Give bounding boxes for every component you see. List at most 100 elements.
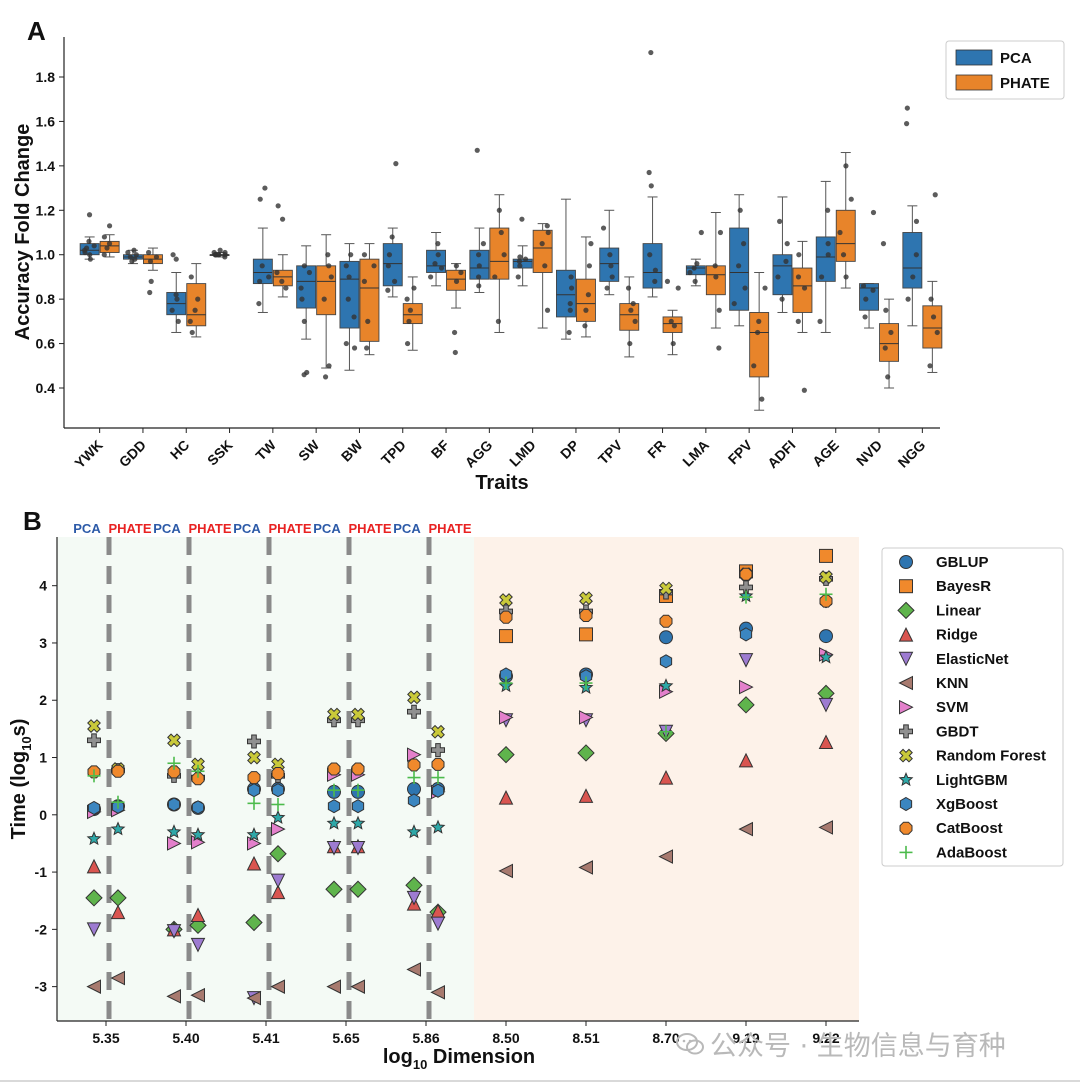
full-9.22-ridge-marker [818, 734, 834, 750]
data-point [913, 218, 920, 224]
data-point [801, 285, 808, 291]
data-point [279, 278, 285, 284]
box-pca-gdd [122, 247, 143, 265]
data-point [664, 278, 671, 284]
data-point [91, 243, 97, 249]
box-phate-age [835, 152, 856, 289]
box-phate-fr [662, 278, 683, 356]
data-point [343, 263, 349, 269]
box-body [186, 283, 207, 327]
data-point [195, 296, 201, 302]
full-9.19-elasticnet-marker [738, 653, 754, 668]
data-point [883, 307, 889, 313]
pca-5.41-random-forest-marker [247, 750, 261, 765]
box-body [576, 278, 596, 322]
legend-adaboost-label: AdaBoost [936, 844, 1007, 861]
data-point [328, 274, 334, 280]
box-body [879, 323, 899, 362]
data-point [586, 263, 592, 269]
data-point [299, 296, 305, 302]
data-point [630, 300, 636, 307]
data-point [365, 318, 371, 324]
full-8.51-catboost-marker [579, 608, 593, 622]
panel-a-y-axis-title: Accuracy Fold Change [12, 124, 34, 341]
phate-5.35-knn-marker [110, 970, 125, 986]
pca-5.40-random-forest-marker [167, 733, 181, 748]
legend-knn-marker [898, 675, 913, 691]
data-point [262, 185, 268, 191]
data-point [259, 263, 265, 269]
pca-5.40-svm-marker [167, 836, 182, 851]
data-point [393, 161, 399, 167]
phate-5.41-catboost-marker [271, 767, 285, 781]
data-point [648, 183, 654, 189]
y-tick-label: 0.8 [36, 291, 56, 307]
box-pca-lmd [512, 216, 533, 287]
data-point [751, 363, 757, 369]
data-point [632, 318, 638, 324]
box-phate-ywk [99, 223, 120, 258]
panel-b: B PCA PHATE PCA PHATE PCA PHATE PCA PHATE PCA PHA… [8, 506, 1064, 1072]
reduced-dimension-region [57, 537, 474, 1021]
x-tick-label: FPV [725, 436, 756, 467]
data-point [474, 147, 480, 153]
y-tick-label: -3 [35, 979, 48, 995]
watermark: 公众号 · 生物信息与育种 [676, 1024, 1006, 1063]
data-point [741, 241, 747, 247]
box-body [316, 265, 337, 316]
box-pca-fr [642, 49, 663, 298]
full-8.50-linear-marker [497, 745, 515, 764]
data-point [189, 329, 195, 336]
box-body [619, 303, 640, 331]
y-tick-label: 4 [39, 578, 47, 594]
full-8.51-knn-marker [578, 860, 593, 875]
data-point [371, 263, 377, 269]
pca-5.86-random-forest-marker [407, 690, 421, 705]
legend-linear-marker [897, 601, 915, 620]
full-9.22-gblup-marker [819, 629, 833, 644]
box-body [772, 254, 793, 296]
box-pca-lma [685, 229, 706, 287]
data-point [648, 49, 654, 56]
panel-a-x-axis-title: Traits [475, 472, 528, 494]
x-tick-label: ADFI [764, 437, 798, 471]
data-point [133, 252, 139, 258]
data-point [604, 285, 610, 291]
data-point [274, 269, 280, 276]
full-8.50-svm-marker [499, 710, 514, 725]
data-point [860, 283, 867, 289]
box-phate-tpv [619, 276, 640, 358]
full-9.19-svm-marker [739, 679, 754, 695]
pca-5.40-xgboost-marker [167, 797, 181, 812]
data-point [600, 225, 607, 231]
box-body [902, 232, 923, 289]
full-8.70-random-forest-marker [659, 581, 673, 596]
data-point [132, 256, 138, 262]
data-point [668, 318, 674, 324]
data-point [453, 263, 459, 269]
y-tick-label: 3 [39, 635, 47, 651]
footer-divider [0, 1080, 1080, 1082]
y-tick-label: 0.6 [36, 336, 56, 352]
legend-xgboost-marker [899, 796, 913, 812]
data-point [458, 269, 464, 276]
y-tick-label: 1.4 [36, 158, 56, 174]
data-point [754, 329, 761, 336]
phate-5.40-knn-marker [190, 987, 205, 1003]
data-point [545, 229, 551, 236]
data-point [283, 285, 289, 291]
box-phate-bf [446, 263, 466, 356]
data-point [904, 121, 910, 127]
x-tick-label: TPD [378, 437, 409, 468]
phate-5.41-knn-marker [270, 979, 285, 994]
data-point [848, 196, 854, 202]
x-tick-label: SSK [204, 437, 236, 469]
data-point [301, 318, 307, 324]
panel-b-y-axis-title: Time (log10s) [8, 719, 34, 840]
data-point [428, 274, 434, 280]
data-point [170, 252, 176, 258]
data-point [671, 323, 677, 329]
data-point [694, 261, 700, 267]
full-8.50-random-forest-marker [499, 593, 513, 607]
data-point [432, 261, 438, 267]
